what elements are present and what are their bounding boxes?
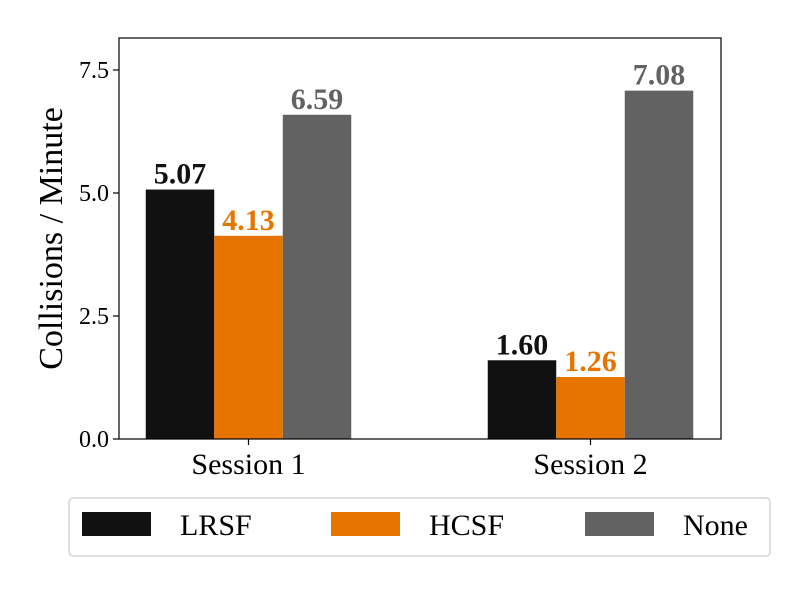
bars-layer [145,90,694,439]
value-label-lrsf-1: 5.07 [154,158,207,191]
bar-lrsf-1 [145,189,215,439]
y-tick-label: 2.5 [79,304,109,330]
bar-hcsf-2 [556,377,625,439]
bar-none-1 [282,114,352,439]
legend: LRSF HCSF None [68,497,771,557]
legend-label-hcsf: HCSF [429,509,504,542]
x-tick-label: Session 1 [191,448,305,481]
value-label-none-2: 7.08 [633,59,686,92]
y-tick-label: 5.0 [79,181,109,207]
bar-none-2 [624,90,694,439]
y-tick-label: 0.0 [79,427,109,453]
value-labels-layer: 5.07 1.60 4.13 1.26 6.59 7.08 [154,59,686,378]
value-label-none-1: 6.59 [291,83,344,116]
y-axis-title: Collisions / Minute [33,107,70,370]
y-tick-label: 7.5 [79,58,109,84]
bar-lrsf-2 [487,360,557,439]
value-label-hcsf-1: 4.13 [222,204,275,237]
plot-frame [118,37,722,440]
bar-hcsf-1 [214,235,283,439]
y-axis: 0.0 2.5 5.0 7.5 [79,58,119,453]
legend-swatch-hcsf [331,512,400,536]
x-tick-label: Session 2 [533,448,647,481]
x-axis: Session 1 Session 2 [191,439,648,481]
legend-label-lrsf: LRSF [180,509,252,542]
legend-box [68,497,771,557]
legend-swatch-none [585,512,654,536]
value-label-lrsf-2: 1.60 [496,328,549,361]
value-label-hcsf-2: 1.26 [564,345,617,378]
legend-swatch-lrsf [82,512,151,536]
legend-label-none: None [683,509,748,542]
